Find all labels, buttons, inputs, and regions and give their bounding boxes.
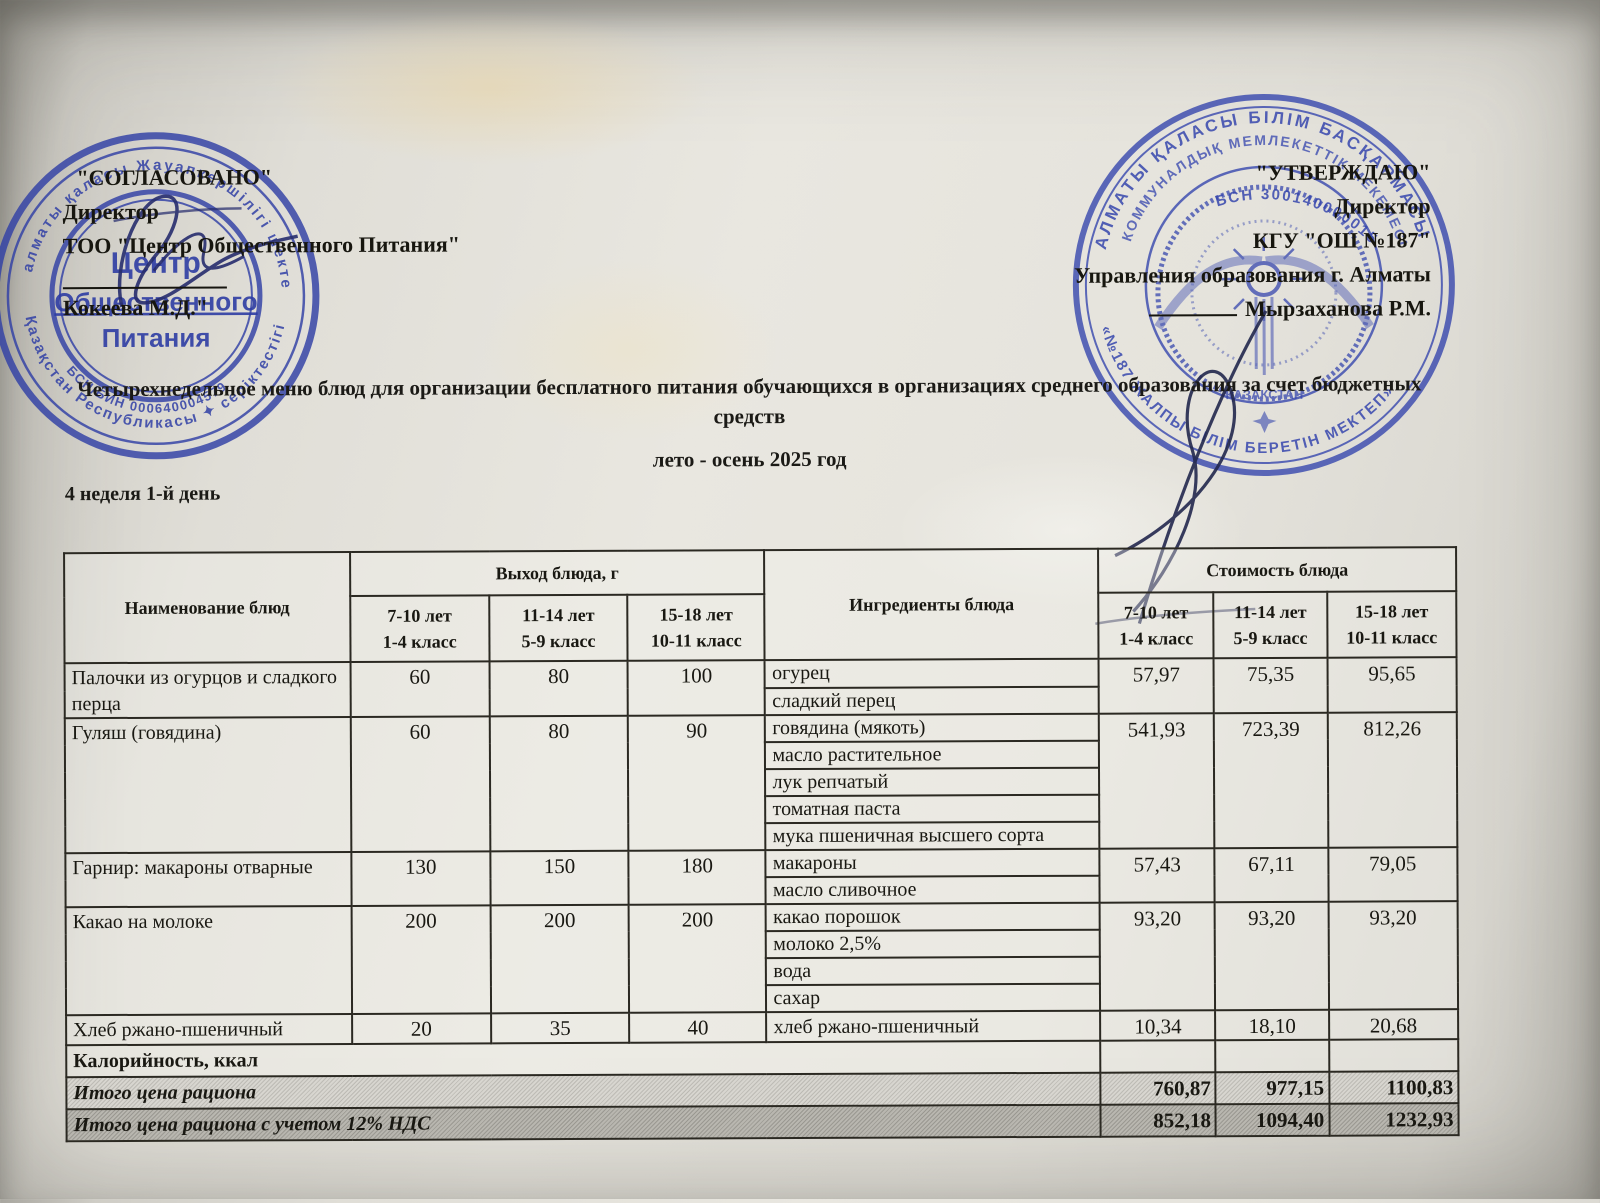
total-vat-label-cell: Итого цена рациона с учетом 12% НДС <box>66 1104 1101 1142</box>
ingredient-cell: сахар <box>766 983 1101 1013</box>
cost-cell: 541,93 <box>1098 713 1215 849</box>
cost-cell: 75,35 <box>1213 657 1328 714</box>
agreed-block: "СОГЛАСОВАНО" Директор ТОО "Центр Общест… <box>62 159 461 325</box>
dish-name-cell: Хлеб ржано-пшеничный <box>66 1013 352 1046</box>
signature-line <box>1148 294 1238 317</box>
ingredient-cell: лук репчатый <box>765 767 1100 797</box>
menu-table: Наименование блюд Выход блюда, г Ингреди… <box>63 546 1460 1143</box>
age-group-header: 7-10 лет 1-4 класс <box>349 595 490 662</box>
agreed-role: Директор <box>62 198 159 225</box>
ingredient-cell: молоко 2,5% <box>766 929 1101 959</box>
document-title: Четырехнедельное меню блюд для организац… <box>77 371 1422 429</box>
portion-cell: 35 <box>490 1012 630 1044</box>
stamp-left-center-line3: Питания <box>102 323 211 353</box>
ingredient-cell: какао порошок <box>766 902 1100 932</box>
round-stamp-right: АЛМАТЫ ҚАЛАСЫ БІЛІМ БАСҚАРМАСЫ КОММУНАЛД… <box>1072 93 1455 476</box>
agreed-title: "СОГЛАСОВАНО" <box>76 164 273 191</box>
cost-cell: 67,11 <box>1214 847 1329 903</box>
document-header: Четырехнедельное меню блюд для организац… <box>59 368 1439 475</box>
total-label-cell: Итого цена рациона <box>66 1072 1101 1110</box>
age-group-header: 7-10 лет 1-4 класс <box>1098 592 1214 659</box>
portion-cell: 200 <box>351 905 491 1014</box>
ingredient-cell: масло сливочное <box>765 875 1100 905</box>
age-group-header: 11-14 лет 5-9 класс <box>1213 591 1328 659</box>
portion-cell: 80 <box>489 715 629 852</box>
approved-role: Директор <box>1334 193 1431 219</box>
age-group-header: 15-18 лет 10-11 класс <box>627 594 766 661</box>
ingredient-cell: вода <box>766 956 1101 986</box>
ingredient-cell: томатная паста <box>765 794 1100 824</box>
dish-name-cell: Какао на молоке <box>65 905 352 1016</box>
dish-name-cell: Гарнир: макароны отварные <box>65 851 352 908</box>
dish-name-cell: Гуляш (говядина) <box>64 716 351 854</box>
approved-title: "УТВЕРЖДАЮ" <box>1255 159 1431 186</box>
calories-value-cell <box>1100 1040 1216 1073</box>
approved-name-line: Мырзаханова Р.М. <box>1074 291 1431 327</box>
portion-cell: 130 <box>350 851 491 906</box>
portion-cell: 200 <box>490 904 630 1014</box>
portion-cell: 80 <box>489 660 628 717</box>
calories-value-cell <box>1215 1039 1329 1073</box>
cost-cell: 93,20 <box>1328 901 1459 1010</box>
signature-line <box>62 286 227 290</box>
portion-cell: 60 <box>350 716 491 852</box>
total-vat-value-cell: 1232,93 <box>1329 1103 1459 1136</box>
total-value-cell: 977,15 <box>1215 1071 1330 1105</box>
calories-label-cell: Калорийность, ккал <box>66 1040 1101 1078</box>
portion-cell: 100 <box>627 660 766 716</box>
cost-cell: 723,39 <box>1214 712 1329 849</box>
age-group-header: 11-14 лет 5-9 класс <box>489 594 628 662</box>
ingredient-cell: огурец <box>765 658 1099 688</box>
col-header-output: Выход блюда, г <box>349 550 765 596</box>
portion-cell: 200 <box>628 904 767 1013</box>
cost-cell: 57,97 <box>1098 658 1215 714</box>
cost-cell: 79,05 <box>1328 847 1458 902</box>
portion-cell: 60 <box>350 661 490 717</box>
cost-cell: 57,43 <box>1099 848 1216 903</box>
ingredient-cell: масло растительное <box>765 740 1100 770</box>
round-stamp-left: алматы қаласы Жауапкершілігі шектеулі Қа… <box>0 107 320 460</box>
agreed-name: Кокеева М.Д." <box>62 294 209 321</box>
ingredient-cell: говядина (мякоть) <box>765 713 1100 743</box>
cost-cell: 95,65 <box>1327 657 1457 713</box>
cost-cell: 93,20 <box>1099 902 1216 1011</box>
col-header-cost: Стоимость блюда <box>1098 547 1457 593</box>
cost-cell: 10,34 <box>1100 1010 1216 1041</box>
cost-cell: 20,68 <box>1328 1009 1459 1040</box>
stamp-emblem: ҚАЗАҚСТАН <box>1154 184 1374 433</box>
dish-name-cell: Палочки из огурцов и сладкого перца <box>64 661 351 719</box>
signature-space <box>62 261 460 291</box>
agreed-org: ТОО "Центр Общественного Питания" <box>62 231 461 259</box>
approved-block: "УТВЕРЖДАЮ" Директор КГУ "ОШ №187" Управ… <box>1074 155 1431 327</box>
col-header-ingredients: Ингредиенты блюда <box>764 548 1099 661</box>
portion-cell: 40 <box>629 1012 767 1043</box>
approved-name: Мырзаханова Р.М. <box>1244 295 1432 322</box>
cost-cell: 812,26 <box>1327 712 1458 848</box>
col-header-dish: Наименование блюд <box>64 551 351 664</box>
approved-org: КГУ "ОШ №187" <box>1252 227 1431 254</box>
stamp-emblem-banner-text: ҚАЗАҚСТАН <box>1225 387 1303 402</box>
cost-cell: 93,20 <box>1215 901 1329 1011</box>
cost-cell: 18,10 <box>1215 1009 1329 1041</box>
portion-cell: 90 <box>627 715 766 851</box>
week-day-label: 4 неделя 1-й день <box>64 482 221 506</box>
ingredient-cell: мука пшеничная высшего сорта <box>765 821 1100 851</box>
total-value-cell: 760,87 <box>1100 1072 1216 1105</box>
signature-right <box>1095 310 1268 625</box>
ingredient-cell: сладкий перец <box>765 686 1099 716</box>
total-vat-value-cell: 852,18 <box>1100 1104 1217 1137</box>
calories-value-cell <box>1328 1039 1459 1072</box>
portion-cell: 150 <box>490 850 629 906</box>
portion-cell: 180 <box>628 850 767 905</box>
approved-dept: Управления образования г. Алматы <box>1074 261 1431 288</box>
signature-left <box>113 194 299 308</box>
total-value-cell: 1100,83 <box>1328 1071 1459 1104</box>
portion-cell: 20 <box>351 1013 492 1044</box>
total-vat-value-cell: 1094,40 <box>1215 1103 1330 1137</box>
age-group-header: 15-18 лет 10-11 класс <box>1326 591 1457 658</box>
ingredient-cell: хлеб ржано-пшеничный <box>766 1010 1101 1043</box>
stamp-rings <box>1072 93 1455 476</box>
ingredient-cell: макароны <box>765 848 1100 878</box>
